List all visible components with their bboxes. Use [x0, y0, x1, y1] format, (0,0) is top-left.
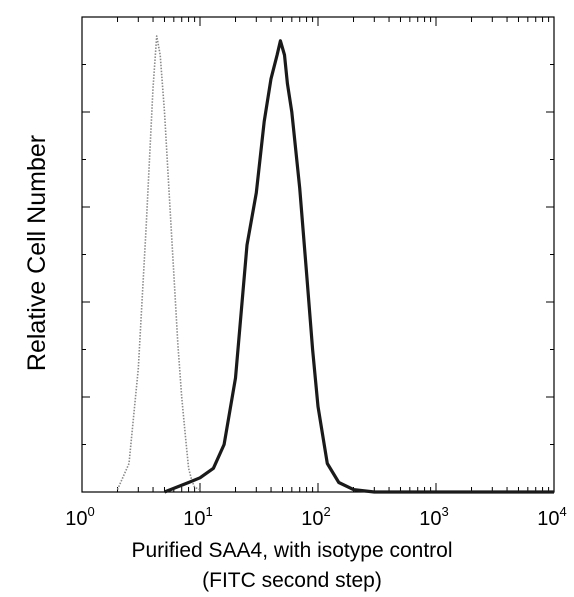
x-tick-label: 101	[183, 504, 212, 530]
x-tick-label: 102	[301, 504, 330, 530]
plot-frame	[81, 16, 555, 493]
saa4-curve	[163, 39, 554, 494]
x-tick-label: 103	[419, 504, 448, 530]
x-axis-label-line2: (FITC second step)	[202, 569, 382, 592]
x-tick-label: 100	[65, 504, 94, 530]
x-tick-label: 104	[537, 504, 566, 530]
series-group	[116, 35, 554, 494]
y-axis-label: Relative Cell Number	[23, 135, 51, 371]
isotype-control-curve	[116, 35, 201, 491]
x-tick-labels: 100 101 102 103 104	[65, 504, 566, 530]
axis-ticks	[81, 17, 555, 493]
x-axis-label-line1: Purified SAA4, with isotype control	[132, 539, 453, 562]
